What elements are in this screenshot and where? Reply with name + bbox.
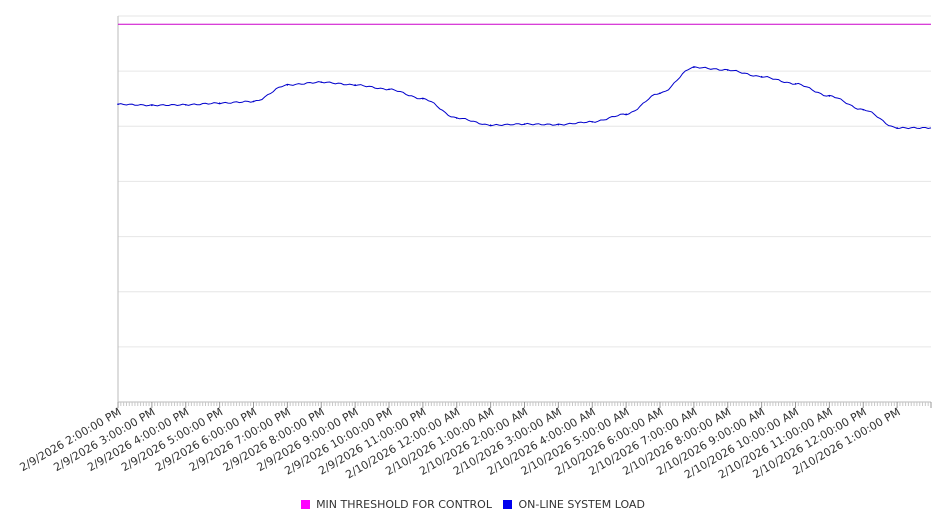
data-point — [726, 69, 729, 71]
data-point — [523, 123, 526, 125]
data-point — [591, 121, 594, 123]
data-point — [422, 97, 424, 100]
data-point — [862, 108, 865, 111]
data-point — [794, 83, 797, 85]
data-point — [557, 123, 560, 126]
data-point — [659, 92, 661, 94]
data-point — [760, 75, 763, 78]
data-point — [489, 124, 492, 126]
legend-label-min-threshold: MIN THRESHOLD FOR CONTROL — [316, 498, 492, 511]
data-point — [117, 103, 119, 106]
data-point — [625, 113, 627, 115]
data-point — [252, 100, 255, 103]
gridlines — [118, 15, 931, 348]
legend-swatch-system-load — [503, 500, 513, 509]
series-line-system-load — [117, 66, 932, 130]
legend-swatch-min-threshold — [301, 500, 311, 509]
legend-item-min-threshold[interactable]: MIN THRESHOLD FOR CONTROL — [301, 498, 492, 511]
x-tick-labels: 2/9/2026 2:00:00 PM2/9/2026 3:00:00 PM2/… — [17, 405, 902, 481]
data-point — [388, 88, 390, 91]
axes — [117, 16, 931, 403]
data-point — [286, 84, 289, 86]
data-point — [896, 127, 898, 129]
legend: MIN THRESHOLD FOR CONTROL ON-LINE SYSTEM… — [0, 498, 946, 511]
series-layer — [117, 23, 932, 130]
data-point — [218, 102, 221, 104]
data-point — [184, 103, 187, 106]
data-point — [828, 95, 831, 97]
data-point — [151, 104, 153, 107]
legend-item-system-load[interactable]: ON-LINE SYSTEM LOAD — [503, 498, 645, 511]
x-ticks — [117, 402, 932, 408]
data-point — [320, 81, 323, 83]
legend-label-system-load: ON-LINE SYSTEM LOAD — [518, 498, 645, 511]
data-point — [693, 66, 695, 69]
data-point — [354, 84, 356, 86]
data-point — [455, 117, 458, 119]
